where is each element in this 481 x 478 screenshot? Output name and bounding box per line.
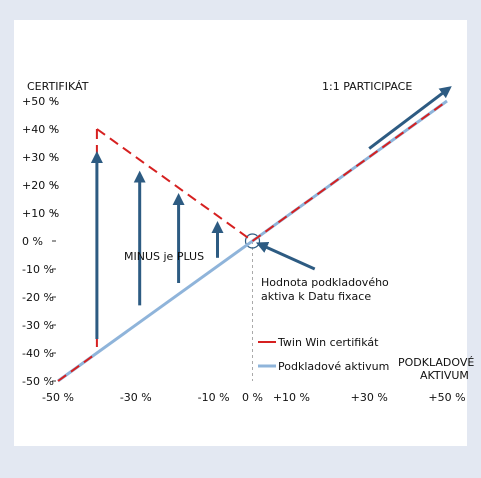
x-tick-label: -30 % xyxy=(120,391,152,404)
minus-plus-label: MINUS je PLUS xyxy=(124,250,204,263)
x-tick-label: 0 % xyxy=(242,391,263,404)
y-axis-label: CERTIFIKÁT xyxy=(27,80,89,93)
frame-border-top xyxy=(0,0,481,20)
fixing-label-line1: Hodnota podkladového xyxy=(261,276,389,289)
twin-win-right-branch xyxy=(251,100,448,242)
twin-win-lower-segment xyxy=(57,352,98,382)
x-tick-label: -50 % xyxy=(42,391,74,404)
arrows xyxy=(90,86,452,339)
legend-label-twin-win: Twin Win certifikát xyxy=(277,336,379,349)
frame-border-left xyxy=(0,0,14,478)
legend-label-underlying: Podkladové aktivum xyxy=(278,360,389,373)
y-axis-ticks: +50 % +40 % +30 % +20 % +10 % 0 % -10 % -20 % -3… xyxy=(22,95,59,388)
x-axis-label-line1: PODKLADOVÉ xyxy=(398,356,474,369)
fixing-label-line2: aktiva k Datu fixace xyxy=(261,290,371,303)
y-tick-label: +20 % xyxy=(22,179,59,192)
legend: Twin Win certifikát Podkladové aktivum xyxy=(258,336,389,373)
x-tick-label: +10 % xyxy=(273,391,310,404)
frame-border-right xyxy=(467,0,481,478)
fixing-point-circle xyxy=(244,233,261,249)
x-tick-label: -10 % xyxy=(198,391,230,404)
frame-border-bottom xyxy=(0,446,481,478)
y-tick-label: +40 % xyxy=(22,123,59,136)
fixing-pointer-arrow xyxy=(255,241,316,271)
guide-lines xyxy=(244,233,261,381)
twin-win-left-branch xyxy=(96,128,254,242)
y-tick-label: +30 % xyxy=(22,151,59,164)
y-tick-label: -20 % xyxy=(22,291,54,304)
x-axis-label-line2: AKTIVUM xyxy=(420,369,469,382)
x-tick-label: +30 % xyxy=(351,391,388,404)
y-tick-label: -40 % xyxy=(22,347,54,360)
participation-arrow xyxy=(368,86,452,150)
y-tick-label: +10 % xyxy=(22,207,59,220)
y-tick-label: +50 % xyxy=(22,95,59,108)
y-tick-label: -30 % xyxy=(22,319,54,332)
y-tick-label: -10 % xyxy=(22,263,54,276)
participation-label: 1:1 PARTICIPACE xyxy=(322,80,412,93)
y-tick-label: 0 % xyxy=(22,235,43,248)
x-tick-label: +50 % xyxy=(428,391,465,404)
x-axis-ticks: -50 % -30 % -10 % 0 % +10 % +30 % +50 % xyxy=(42,391,466,404)
y-tick-label: -50 % xyxy=(22,375,54,388)
